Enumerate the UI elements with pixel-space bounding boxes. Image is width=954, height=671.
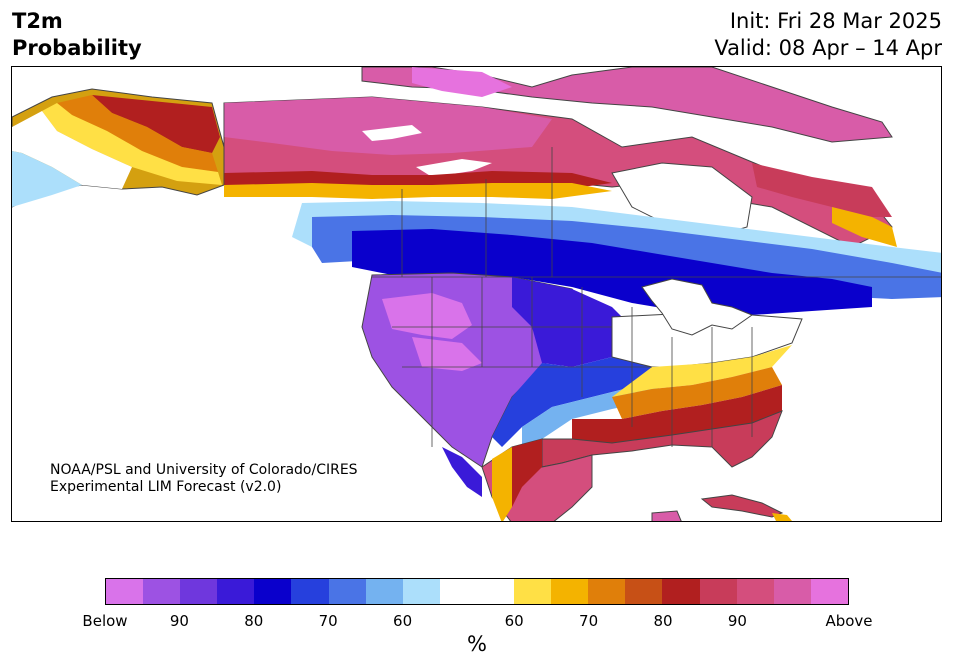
credit-text: NOAA/PSL and University of Colorado/CIRE… bbox=[50, 462, 358, 496]
colorbar-segment bbox=[588, 579, 626, 604]
political-boundaries bbox=[223, 103, 941, 447]
colorbar-units: % bbox=[467, 632, 487, 656]
colorbar-segment bbox=[810, 579, 848, 604]
lesser-islands bbox=[772, 513, 792, 521]
colorbar-segment bbox=[773, 579, 811, 604]
colorbar-tick-label: Above bbox=[825, 612, 873, 630]
colorbar-segment bbox=[699, 579, 737, 604]
colorbar-segment bbox=[736, 579, 774, 604]
colorbar-segment bbox=[402, 579, 440, 604]
colorbar-segment bbox=[106, 579, 144, 604]
forecast-map bbox=[12, 67, 941, 521]
colorbar-segment bbox=[476, 579, 515, 604]
colorbar-segment bbox=[514, 579, 552, 604]
alaska-orange bbox=[57, 95, 218, 172]
baja-cold bbox=[442, 447, 482, 497]
plains-cold bbox=[512, 277, 642, 367]
sw-hot-below bbox=[412, 337, 482, 371]
great-slave-lake bbox=[362, 125, 422, 141]
valid-range: Valid: 08 Apr – 14 Apr bbox=[714, 36, 942, 60]
variable-label: T2m bbox=[12, 9, 63, 33]
great-basin-hot-below bbox=[382, 293, 472, 339]
colorbar-tick-label: 60 bbox=[393, 612, 413, 630]
colorbar-tick-label: 80 bbox=[244, 612, 264, 630]
colorbar-tick-label: Below bbox=[82, 612, 128, 630]
colorbar-tick-label: 70 bbox=[579, 612, 599, 630]
cuba bbox=[700, 494, 784, 518]
great-lakes bbox=[641, 278, 754, 336]
alaska-yellow bbox=[42, 103, 222, 185]
colorbar-segment bbox=[254, 579, 292, 604]
cold-band-core bbox=[352, 229, 872, 315]
colorbar-segment bbox=[439, 579, 477, 604]
colorbar-tick-label: 60 bbox=[504, 612, 524, 630]
labrador-warm bbox=[752, 163, 892, 217]
hudson-bay bbox=[611, 162, 753, 238]
alaska-cold-sw bbox=[12, 151, 82, 207]
arctic-hot bbox=[412, 67, 512, 97]
colorbar-segment bbox=[291, 579, 329, 604]
colorbar-segment bbox=[217, 579, 255, 604]
title-left: T2m Probability bbox=[12, 8, 142, 62]
alaska-warm-core bbox=[92, 95, 220, 153]
great-bear-lake bbox=[416, 159, 492, 177]
southeast-orange bbox=[612, 367, 782, 419]
central-america bbox=[651, 510, 682, 521]
colorbar-segment bbox=[662, 579, 700, 604]
colorbar-segment bbox=[143, 579, 181, 604]
alaska-white bbox=[12, 111, 132, 189]
credit-line-2: Experimental LIM Forecast (v2.0) bbox=[50, 479, 282, 495]
colorbar bbox=[105, 578, 849, 605]
colorbar-tick-label: 90 bbox=[727, 612, 747, 630]
colorbar-segment bbox=[625, 579, 663, 604]
colorbar-segment bbox=[365, 579, 403, 604]
credit-line-1: NOAA/PSL and University of Colorado/CIRE… bbox=[50, 462, 358, 478]
init-date: Init: Fri 28 Mar 2025 bbox=[729, 9, 942, 33]
map-panel: NOAA/PSL and University of Colorado/CIRE… bbox=[11, 66, 942, 522]
colorbar-segment bbox=[328, 579, 366, 604]
mexico-orange bbox=[492, 447, 512, 521]
labrador-yellow bbox=[832, 207, 897, 247]
product-label: Probability bbox=[12, 36, 142, 60]
canada-arctic-pink bbox=[224, 97, 552, 155]
southeast-yellow bbox=[612, 345, 792, 397]
colorbar-tick-label: 90 bbox=[169, 612, 189, 630]
colorbar-segment bbox=[551, 579, 589, 604]
southeast-red bbox=[572, 385, 782, 443]
canada-orange-band bbox=[224, 183, 612, 199]
colorbar-segment bbox=[180, 579, 218, 604]
colorbar-tick-label: 80 bbox=[653, 612, 673, 630]
colorbar-tick-label: 70 bbox=[318, 612, 338, 630]
title-right: Init: Fri 28 Mar 2025 Valid: 08 Apr – 14… bbox=[714, 8, 942, 62]
